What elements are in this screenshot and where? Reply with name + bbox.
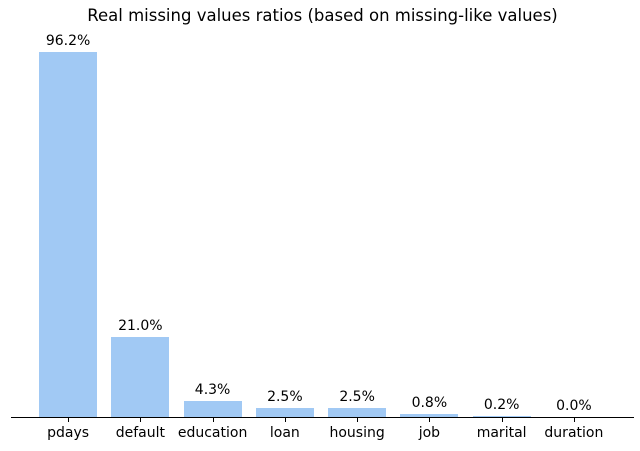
bar-value-label: 4.3% — [194, 381, 231, 398]
bar-value-label: 0.8% — [411, 394, 448, 411]
x-axis-tick-label: pdays — [47, 425, 90, 441]
x-axis-tick-label: housing — [329, 425, 385, 441]
bar-housing — [328, 407, 387, 417]
bar-marital — [472, 416, 531, 417]
bar-job — [400, 413, 459, 417]
bar-default — [111, 337, 170, 417]
bar-value-label: 2.5% — [267, 388, 303, 405]
x-axis-tick — [284, 418, 286, 422]
bar-value-label: 2.5% — [339, 388, 375, 405]
x-axis-tick — [357, 418, 359, 422]
x-axis-tick — [429, 418, 431, 422]
x-axis-tick-label: education — [177, 425, 248, 441]
bar-loan — [255, 407, 314, 417]
x-axis-line — [11, 417, 634, 418]
bar-value-label: 96.2% — [45, 33, 91, 50]
x-axis-tick — [68, 418, 70, 422]
bar-pdays — [39, 52, 97, 417]
x-axis-tick-label: loan — [269, 425, 300, 441]
x-axis-tick-label: default — [115, 425, 165, 441]
x-axis-tick — [212, 418, 214, 422]
bar-education — [183, 400, 242, 417]
x-axis-tick — [501, 418, 503, 422]
chart-title: Real missing values ratios (based on mis… — [87, 6, 558, 25]
x-axis-tick — [573, 418, 575, 422]
bar-value-label: 0.0% — [556, 398, 592, 414]
x-axis-tick-label: marital — [476, 425, 527, 441]
bar-value-label: 21.0% — [118, 318, 163, 335]
x-axis-tick-label: job — [418, 425, 441, 441]
x-axis-tick-label: duration — [544, 425, 604, 441]
x-axis-tick — [140, 418, 142, 422]
bar-value-label: 0.2% — [483, 397, 520, 414]
